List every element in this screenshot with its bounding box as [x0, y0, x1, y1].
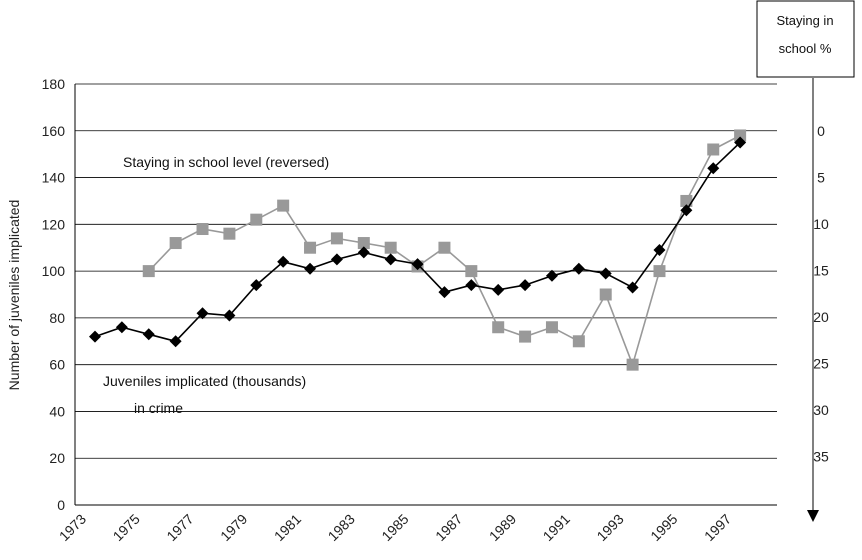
x-tick-label: 1993 — [593, 511, 626, 544]
right-tick-label: 20 — [813, 309, 829, 325]
series-line-juveniles — [94, 141, 741, 343]
left-y-tick-labels: 0 20 40 60 80 100 120 140 160 180 — [42, 76, 66, 513]
x-tick-label: 1973 — [56, 511, 89, 544]
y-tick-label: 160 — [42, 123, 66, 139]
annotation-juveniles-line1: Juveniles implicated (thousands) — [103, 373, 306, 389]
school-data-point — [707, 143, 720, 156]
juveniles-data-point — [196, 307, 209, 320]
y-tick-label: 80 — [49, 310, 65, 326]
y-tick-label: 40 — [49, 403, 65, 419]
x-tick-label: 1989 — [486, 511, 519, 544]
right-tick-label: 35 — [813, 449, 829, 465]
juveniles-data-point — [438, 286, 451, 299]
school-data-point — [169, 237, 182, 250]
x-tick-label: 1979 — [217, 511, 250, 544]
series-lines — [89, 129, 747, 371]
y-tick-label: 100 — [42, 263, 66, 279]
school-data-point — [223, 227, 236, 240]
juveniles-data-point — [572, 262, 585, 275]
juveniles-data-point — [357, 246, 370, 259]
right-axis-arrowhead — [807, 510, 819, 522]
x-tick-labels: 1973 1975 1977 1979 1981 1983 1985 1987 1989 1991… — [56, 511, 735, 544]
school-data-point — [438, 241, 451, 254]
school-data-point — [626, 358, 639, 371]
juveniles-data-point — [330, 253, 343, 266]
school-data-point — [680, 194, 693, 207]
x-tick-label: 1985 — [378, 511, 411, 544]
juveniles-data-point — [115, 321, 128, 334]
school-data-point — [384, 241, 397, 254]
right-y-tick-labels: 0 5 10 15 20 25 30 35 — [813, 123, 829, 465]
juveniles-data-point — [465, 279, 478, 292]
y-tick-label: 20 — [49, 450, 65, 466]
school-data-point — [545, 321, 558, 334]
right-tick-label: 25 — [813, 356, 829, 372]
y-tick-label: 180 — [42, 76, 66, 92]
juveniles-data-point — [277, 255, 290, 268]
x-tick-label: 1997 — [701, 511, 734, 544]
x-tick-label: 1987 — [432, 511, 465, 544]
x-tick-label: 1983 — [325, 511, 358, 544]
juveniles-data-point — [626, 281, 639, 294]
right-tick-label: 10 — [813, 216, 829, 232]
juveniles-data-point — [734, 136, 747, 149]
juveniles-data-point — [492, 283, 505, 296]
school-data-point — [599, 288, 612, 301]
axes — [74, 84, 777, 506]
annotation-school: Staying in school level (reversed) — [123, 154, 329, 170]
juveniles-data-point — [142, 328, 155, 341]
juveniles-data-point — [680, 204, 693, 217]
right-axis-label-line2: school % — [779, 41, 832, 56]
x-tick-label: 1975 — [110, 511, 143, 544]
x-tick-label: 1977 — [163, 511, 196, 544]
right-tick-label: 5 — [817, 170, 825, 186]
y-tick-label: 140 — [42, 170, 66, 186]
school-data-point — [142, 265, 155, 278]
y-tick-label: 120 — [42, 216, 66, 232]
school-data-point — [492, 321, 505, 334]
school-data-point — [357, 237, 370, 250]
school-data-point — [572, 335, 585, 348]
y-tick-label: 60 — [49, 357, 65, 373]
school-data-point — [519, 330, 532, 343]
school-data-point — [465, 265, 478, 278]
right-axis-label-line1: Staying in — [776, 13, 833, 28]
gridlines — [75, 83, 777, 459]
school-data-point — [304, 241, 317, 254]
juveniles-data-point — [519, 279, 532, 292]
x-tick-label: 1981 — [271, 511, 304, 544]
juveniles-data-point — [411, 258, 424, 271]
juveniles-data-point — [707, 162, 720, 175]
right-tick-label: 0 — [817, 123, 825, 139]
school-data-point — [653, 265, 666, 278]
juveniles-data-point — [599, 267, 612, 280]
juveniles-data-point — [223, 309, 236, 322]
juveniles-data-point — [545, 269, 558, 282]
juveniles-data-point — [89, 330, 101, 343]
right-axis-label-box — [756, 0, 855, 78]
juveniles-data-point — [653, 244, 666, 257]
juveniles-data-point — [384, 253, 397, 266]
annotation-juveniles-line2: in crime — [134, 400, 183, 416]
y-axis-title: Number of juveniles implicated — [6, 200, 22, 391]
x-tick-label: 1991 — [540, 511, 573, 544]
y-tick-label: 0 — [57, 497, 65, 513]
school-data-point — [196, 223, 209, 236]
school-data-point — [250, 213, 263, 226]
right-tick-label: 15 — [813, 263, 829, 279]
juveniles-data-point — [250, 279, 263, 292]
juveniles-data-point — [304, 262, 317, 275]
juveniles-data-point — [169, 335, 182, 348]
school-data-point — [277, 199, 290, 212]
school-data-point — [330, 232, 343, 245]
school-data-point — [734, 129, 747, 142]
right-tick-label: 30 — [813, 402, 829, 418]
x-tick-label: 1995 — [647, 511, 680, 544]
